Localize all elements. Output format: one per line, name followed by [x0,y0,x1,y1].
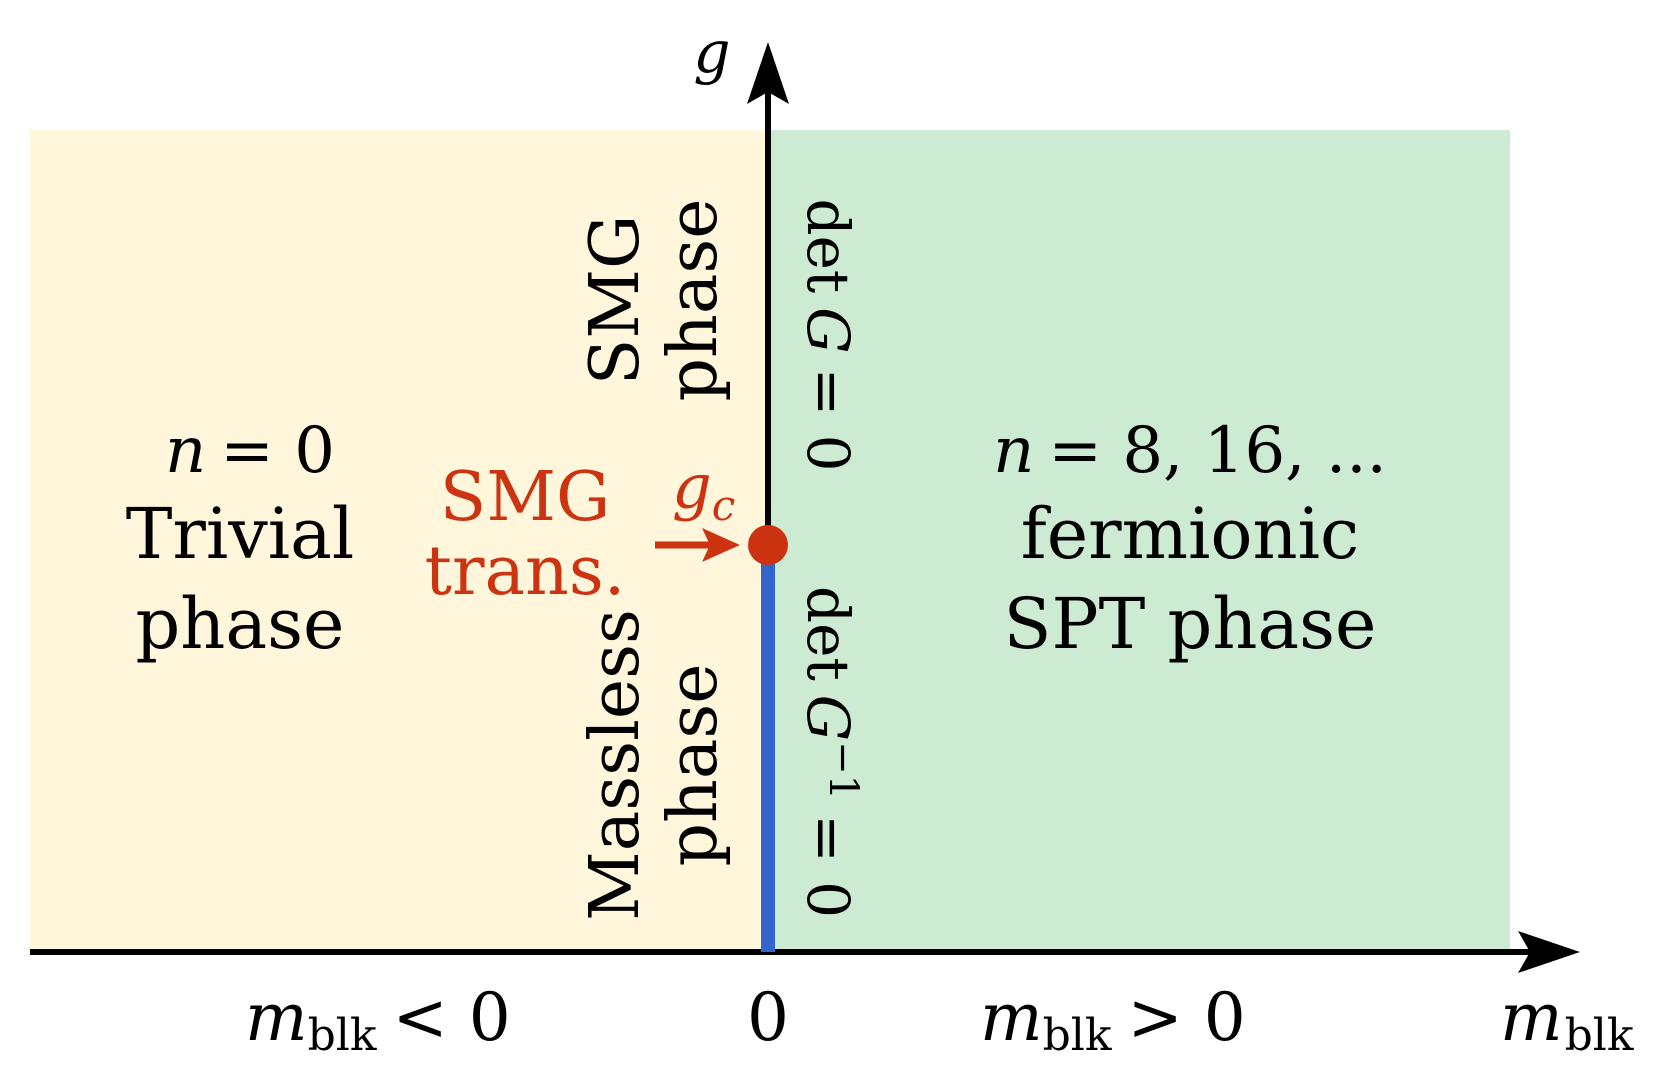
x-positive-label: mblk > 0 [980,979,1246,1061]
det-g-label: detG= 0 [794,198,862,471]
massless-phase-label: Massless phase [576,609,733,921]
smg-trans-line2: trans. [425,532,626,611]
svg-text:phase: phase [654,663,733,866]
svg-text:detG−1= 0: detG−1= 0 [794,586,866,918]
trivial-region [30,130,768,950]
smg-phase-label: SMG phase [576,198,733,401]
trivial-subtitle: phase [136,583,345,665]
svg-text:phase: phase [654,198,733,401]
critical-point [748,525,788,565]
trivial-title: Trivial [126,493,355,575]
det-g-inv-label: detG−1= 0 [794,586,866,918]
spt-region [768,130,1510,950]
x-origin-label: 0 [747,979,789,1056]
spt-subtitle: SPT phase [1004,583,1377,665]
svg-text:SMG: SMG [576,215,655,386]
y-axis-arrowhead [747,42,789,104]
smg-trans-line1: SMG [440,458,611,537]
y-axis-label: g [693,18,730,86]
spt-title: fermionic [1021,493,1359,575]
trivial-n-label: n = 0 [165,414,335,488]
svg-text:Massless: Massless [576,609,655,921]
x-negative-label: mblk < 0 [245,979,511,1061]
x-axis-arrowhead [1518,931,1580,973]
svg-text:detG= 0: detG= 0 [794,198,862,471]
critical-arrow-head [702,528,740,562]
x-axis-label: mblk [1500,979,1634,1061]
spt-n-label: n = 8, 16, ... [993,414,1387,488]
gc-label: gc [672,450,735,530]
